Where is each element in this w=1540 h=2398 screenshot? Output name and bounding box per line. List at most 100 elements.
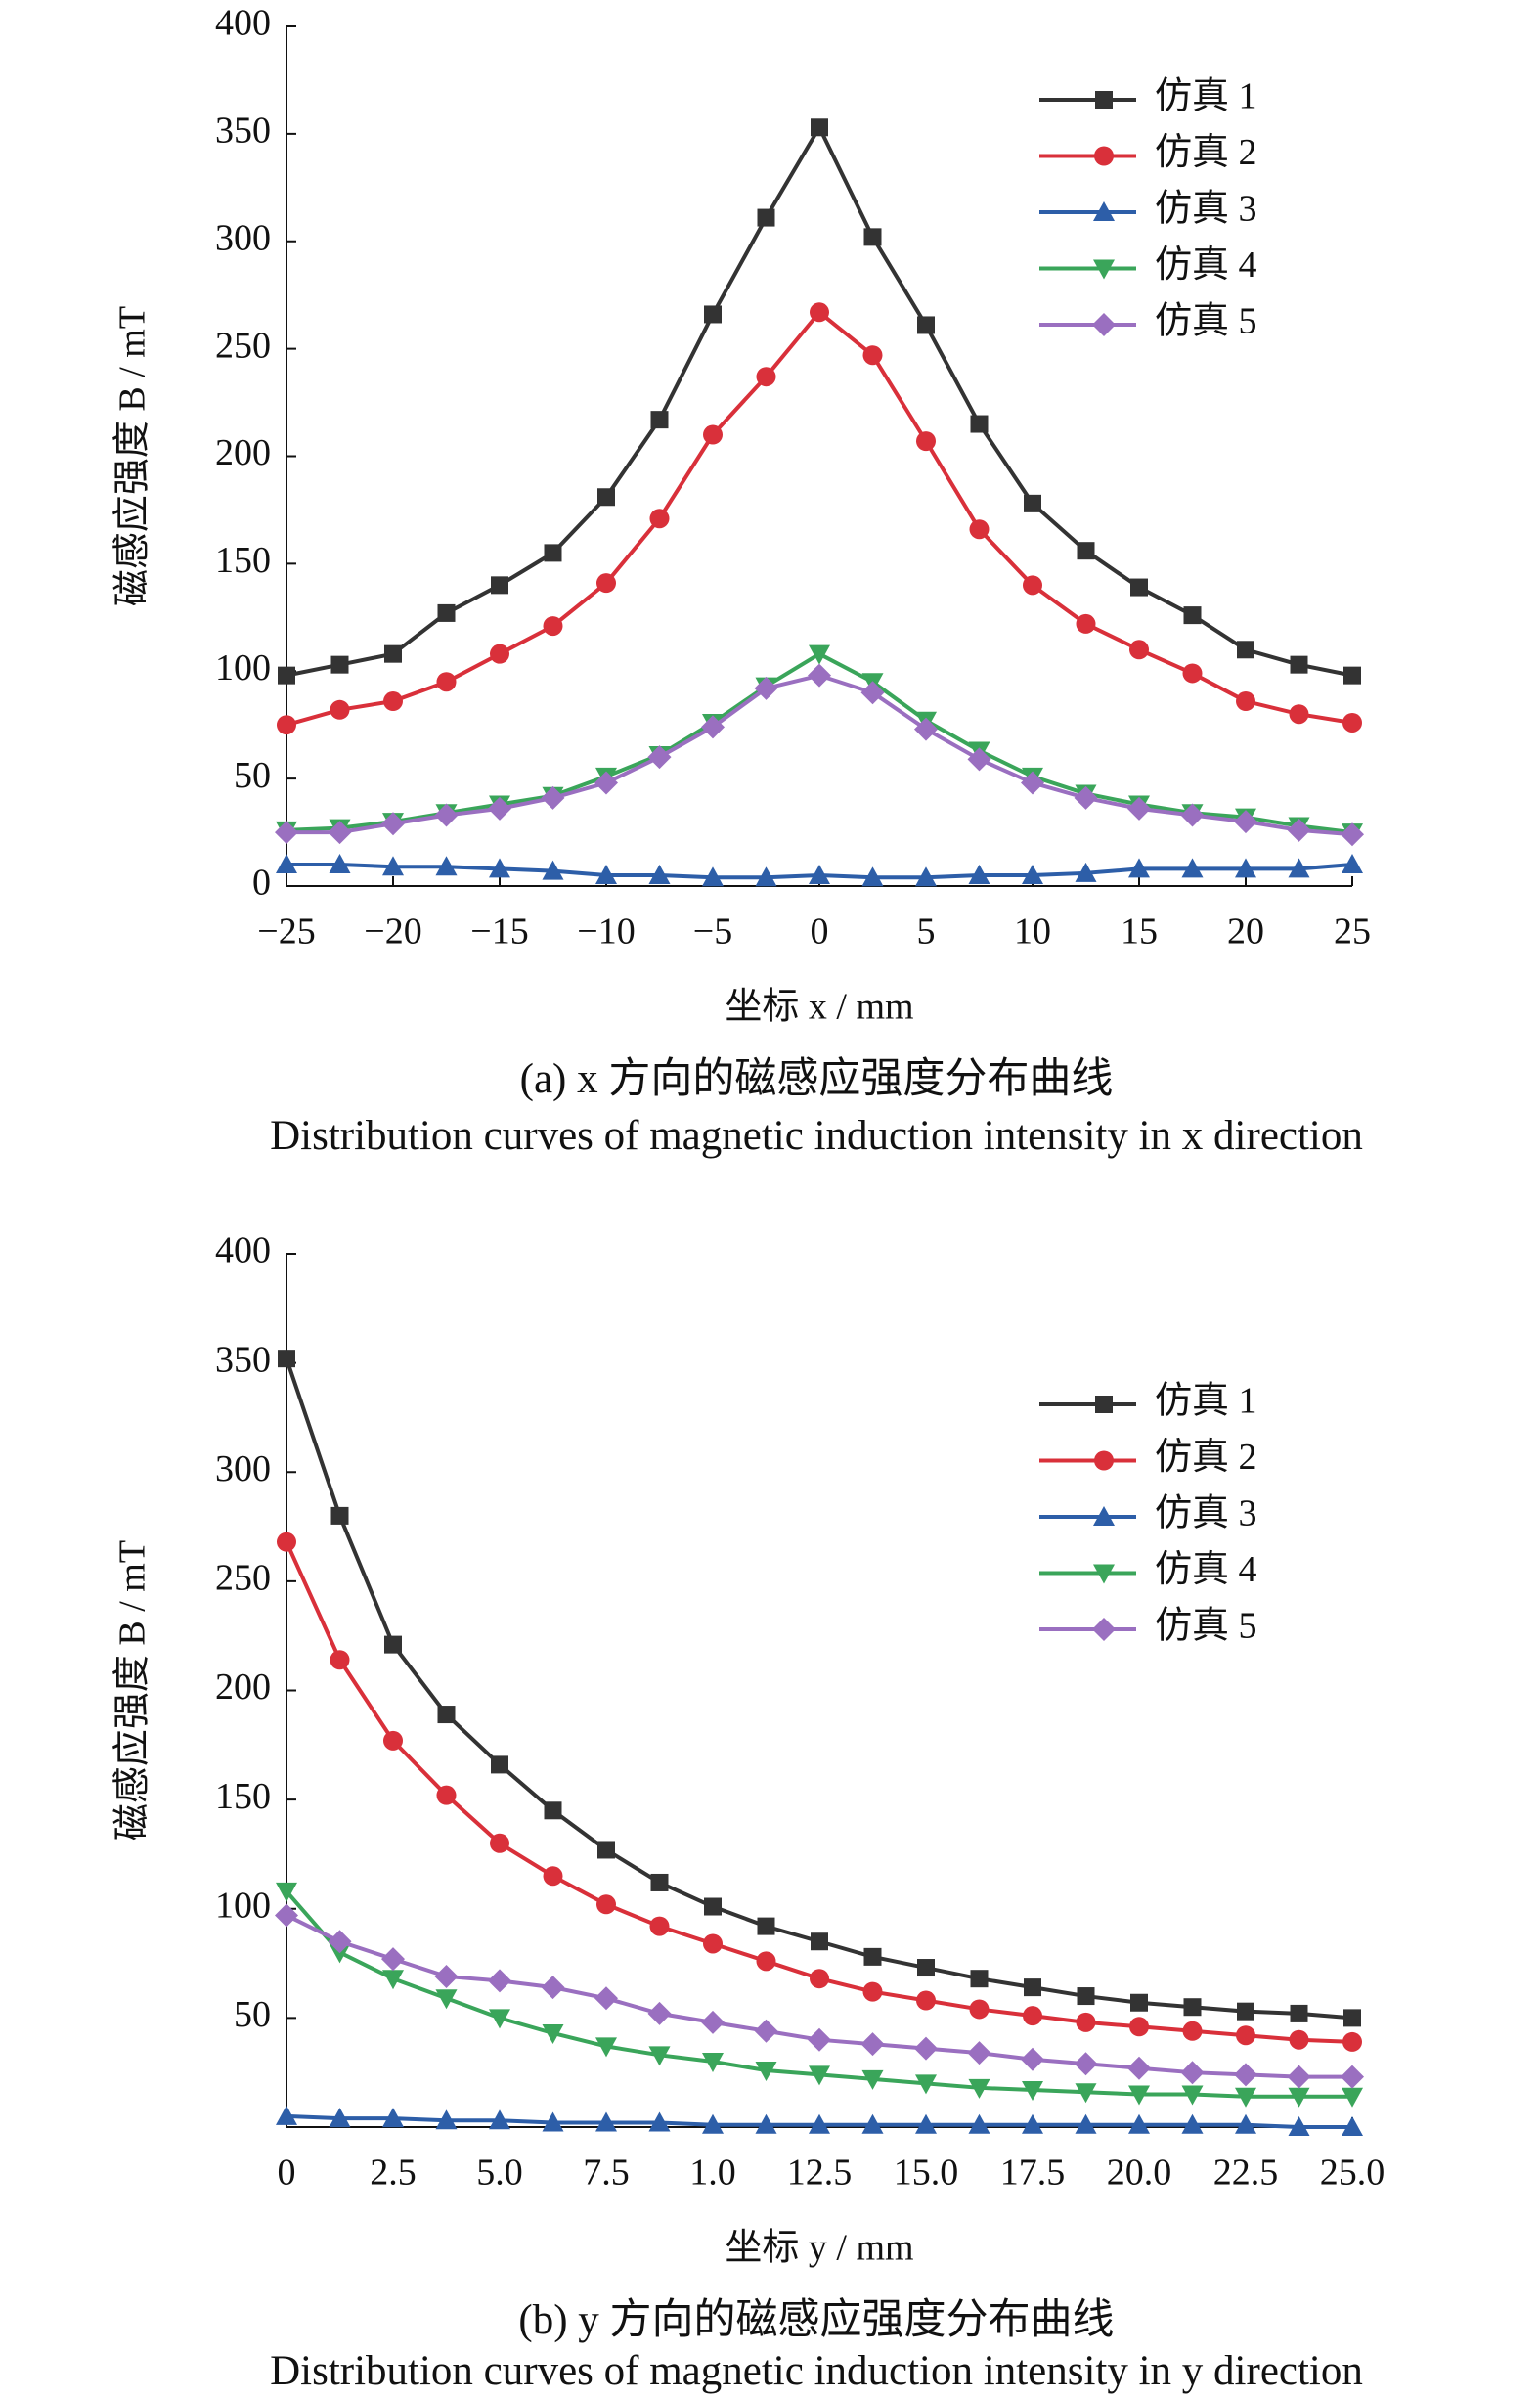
x-tick-label: 5 — [917, 911, 936, 953]
marker — [384, 1635, 402, 1654]
marker — [434, 1964, 459, 1988]
marker — [1023, 2006, 1042, 2026]
marker — [1095, 1396, 1113, 1413]
y-tick-label: 350 — [215, 1339, 271, 1380]
marker — [914, 717, 938, 741]
x-tick-label: 17.5 — [1000, 2153, 1066, 2194]
x-axis-label: 坐标 y / mm — [725, 2228, 913, 2269]
marker — [381, 1947, 405, 1972]
y-tick-label: 400 — [215, 3, 271, 44]
marker — [1093, 259, 1115, 280]
marker — [278, 666, 295, 685]
caption: (b) y 方向的磁感应强度分布曲线 — [518, 2296, 1114, 2343]
marker — [1075, 2083, 1097, 2104]
marker — [916, 1990, 936, 2011]
marker — [594, 771, 618, 795]
marker — [809, 865, 830, 885]
marker — [437, 1706, 456, 1724]
marker — [275, 1903, 298, 1928]
marker — [648, 865, 671, 885]
marker — [757, 1917, 775, 1935]
marker — [329, 854, 351, 874]
marker — [754, 2019, 778, 2043]
marker — [1093, 201, 1115, 221]
marker — [1183, 606, 1202, 625]
y-tick-label: 300 — [215, 217, 271, 258]
marker — [915, 866, 937, 887]
marker — [1021, 771, 1044, 795]
y-tick-label: 250 — [215, 325, 271, 366]
marker — [1093, 1506, 1115, 1526]
marker — [704, 1897, 722, 1916]
marker — [704, 305, 722, 324]
marker — [436, 1785, 457, 1805]
marker — [597, 1841, 615, 1859]
marker — [1287, 818, 1311, 842]
marker — [1022, 865, 1043, 885]
y-tick-label: 100 — [215, 647, 271, 688]
legend-label: 仿真 4 — [1155, 1549, 1257, 1590]
marker — [1342, 2087, 1363, 2108]
marker — [1092, 313, 1116, 336]
marker — [1236, 691, 1255, 712]
marker — [1022, 2113, 1043, 2134]
marker — [1183, 1998, 1202, 2017]
marker — [756, 367, 776, 387]
marker — [1235, 2113, 1256, 2134]
marker — [435, 1989, 458, 2010]
x-tick-label: −10 — [577, 911, 635, 953]
marker — [1182, 663, 1203, 684]
marker — [968, 2113, 990, 2134]
marker — [1343, 2009, 1361, 2027]
marker — [541, 1976, 565, 2000]
y-tick-label: 50 — [234, 755, 271, 796]
marker — [1180, 2061, 1205, 2085]
marker — [1129, 640, 1149, 660]
marker — [277, 715, 296, 735]
marker — [1288, 2087, 1310, 2108]
marker — [542, 2024, 564, 2045]
marker — [968, 2078, 990, 2099]
marker — [543, 1866, 563, 1887]
marker — [917, 316, 935, 334]
marker — [860, 681, 885, 705]
marker — [1180, 803, 1205, 827]
legend-label: 仿真 2 — [1155, 1437, 1257, 1478]
marker — [861, 2113, 884, 2134]
marker — [810, 1969, 829, 1989]
marker — [808, 2027, 831, 2052]
marker — [917, 1959, 935, 1977]
marker — [1234, 2063, 1257, 2087]
marker — [811, 118, 828, 137]
x-tick-label: 25.0 — [1320, 2153, 1386, 2194]
marker — [968, 865, 990, 885]
y-tick-label: 200 — [215, 432, 271, 473]
y-tick-label: 150 — [215, 1776, 271, 1817]
marker — [970, 415, 989, 433]
marker — [329, 2108, 351, 2128]
marker — [490, 644, 509, 664]
x-axis-label: 坐标 x / mm — [725, 987, 913, 1028]
marker — [597, 488, 615, 507]
marker — [863, 228, 882, 246]
marker — [382, 2108, 404, 2128]
legend-label: 仿真 1 — [1155, 1381, 1257, 1422]
marker — [1076, 2012, 1096, 2032]
marker — [969, 1999, 990, 2020]
marker — [491, 576, 508, 595]
x-tick-label: 12.5 — [787, 2153, 853, 2194]
marker — [702, 866, 724, 887]
y-tick-label: 400 — [215, 1230, 271, 1271]
marker — [647, 745, 672, 770]
marker — [1290, 2004, 1308, 2022]
marker — [382, 856, 404, 876]
marker — [383, 691, 403, 712]
marker — [862, 345, 883, 366]
marker — [435, 856, 458, 876]
marker — [491, 1755, 508, 1774]
marker — [381, 812, 405, 836]
x-tick-label: 0 — [811, 911, 829, 953]
x-tick-label: 10 — [1014, 911, 1051, 953]
marker — [702, 2053, 724, 2073]
marker — [649, 1916, 670, 1936]
